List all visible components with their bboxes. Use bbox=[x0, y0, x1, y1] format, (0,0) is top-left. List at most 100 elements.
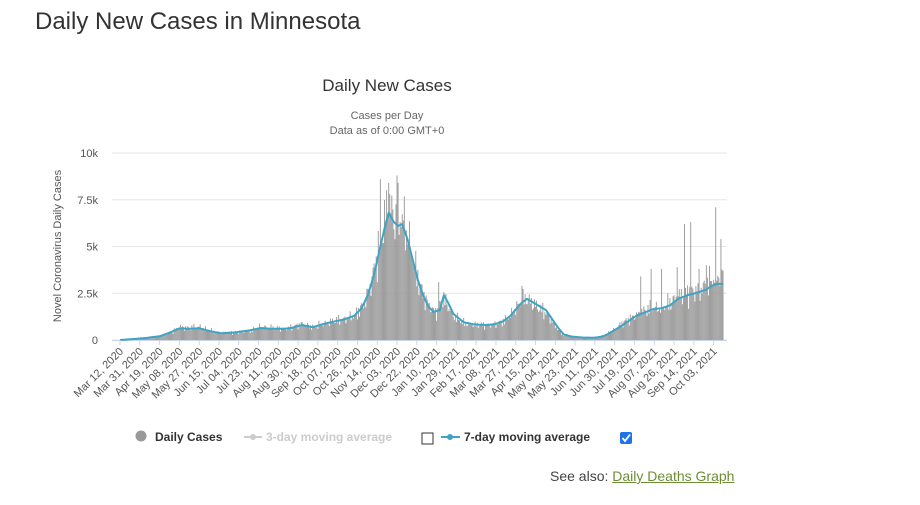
bar bbox=[257, 327, 258, 340]
bar bbox=[681, 304, 683, 340]
bar bbox=[378, 251, 380, 340]
bar bbox=[659, 308, 660, 340]
bar bbox=[292, 326, 294, 340]
bar bbox=[299, 326, 301, 340]
bar bbox=[337, 322, 339, 340]
bar bbox=[270, 324, 272, 340]
bar bbox=[168, 332, 170, 340]
bar bbox=[582, 337, 584, 340]
bar bbox=[375, 256, 377, 340]
bar bbox=[152, 337, 154, 340]
bar bbox=[258, 329, 259, 340]
bar bbox=[669, 298, 671, 340]
bar bbox=[477, 327, 479, 340]
legend-item-7day[interactable]: 7-day moving average bbox=[441, 430, 590, 444]
bar bbox=[158, 336, 160, 340]
bar bbox=[463, 317, 465, 340]
bar bbox=[431, 307, 433, 340]
bar bbox=[393, 229, 395, 340]
bar bbox=[450, 310, 452, 340]
bar bbox=[355, 307, 357, 340]
bar bbox=[573, 336, 575, 340]
bar bbox=[225, 333, 227, 340]
bar bbox=[549, 323, 551, 340]
bar bbox=[690, 222, 692, 340]
bar bbox=[664, 309, 666, 340]
bar bbox=[553, 321, 555, 340]
bar bbox=[349, 311, 351, 340]
bar bbox=[502, 318, 504, 340]
bar bbox=[287, 327, 289, 340]
bar bbox=[560, 330, 562, 340]
bar bbox=[161, 336, 163, 340]
bar bbox=[471, 324, 473, 340]
y-axis-label: Novel Coronavirus Daily Cases bbox=[52, 169, 64, 322]
bar bbox=[628, 325, 630, 340]
bar bbox=[515, 315, 517, 340]
bar bbox=[563, 336, 565, 340]
bar bbox=[352, 318, 354, 340]
bar bbox=[147, 337, 149, 340]
bar bbox=[313, 325, 315, 340]
bar bbox=[397, 182, 399, 340]
bar bbox=[447, 311, 449, 340]
bar bbox=[368, 294, 370, 340]
bar bbox=[627, 318, 629, 340]
bar bbox=[493, 323, 495, 340]
chart-title: Daily New Cases bbox=[322, 76, 451, 95]
bar bbox=[410, 247, 412, 340]
daily-deaths-graph-link[interactable]: Daily Deaths Graph bbox=[612, 468, 735, 484]
bar bbox=[178, 328, 180, 340]
bar bbox=[531, 309, 533, 340]
y-tick-label: 10k bbox=[80, 148, 98, 160]
bar bbox=[390, 213, 392, 340]
bar bbox=[190, 330, 192, 340]
bar bbox=[512, 312, 514, 340]
bar bbox=[408, 243, 409, 340]
bar bbox=[377, 231, 379, 340]
bar bbox=[520, 303, 522, 340]
bar bbox=[443, 292, 445, 340]
legend-item-3day[interactable]: 3-day moving average bbox=[244, 430, 392, 444]
bar bbox=[449, 310, 451, 340]
bar bbox=[442, 307, 444, 340]
bar bbox=[645, 311, 647, 340]
bar bbox=[586, 337, 588, 340]
bar bbox=[157, 335, 158, 340]
bar bbox=[572, 336, 574, 340]
bar bbox=[460, 323, 462, 340]
bar bbox=[576, 336, 578, 340]
bar bbox=[587, 337, 589, 340]
bar bbox=[411, 254, 413, 340]
bar bbox=[547, 313, 549, 340]
bar bbox=[423, 291, 425, 340]
bar bbox=[247, 329, 249, 340]
y-tick-label: 0 bbox=[92, 335, 98, 347]
bar bbox=[719, 285, 721, 340]
checkbox-7day[interactable] bbox=[620, 432, 632, 444]
bar bbox=[596, 337, 598, 340]
bar bbox=[605, 334, 607, 340]
bar bbox=[448, 309, 450, 340]
bar bbox=[540, 304, 542, 340]
bar bbox=[146, 337, 148, 340]
bar bbox=[433, 308, 434, 340]
bar bbox=[338, 315, 340, 340]
bar bbox=[243, 332, 245, 340]
bar bbox=[344, 316, 346, 340]
bar bbox=[607, 331, 609, 340]
bar bbox=[186, 328, 188, 340]
bar bbox=[252, 326, 254, 340]
bar bbox=[491, 323, 493, 340]
bar bbox=[489, 325, 491, 340]
bar bbox=[712, 285, 714, 340]
bar bbox=[525, 303, 527, 340]
bar bbox=[430, 311, 432, 340]
bar bbox=[454, 315, 456, 340]
checkbox-3day[interactable] bbox=[421, 432, 434, 445]
bar bbox=[506, 319, 508, 340]
bar bbox=[459, 320, 460, 340]
legend-item-daily-cases[interactable]: Daily Cases bbox=[135, 430, 223, 444]
bar bbox=[676, 267, 678, 340]
bar bbox=[169, 331, 171, 340]
